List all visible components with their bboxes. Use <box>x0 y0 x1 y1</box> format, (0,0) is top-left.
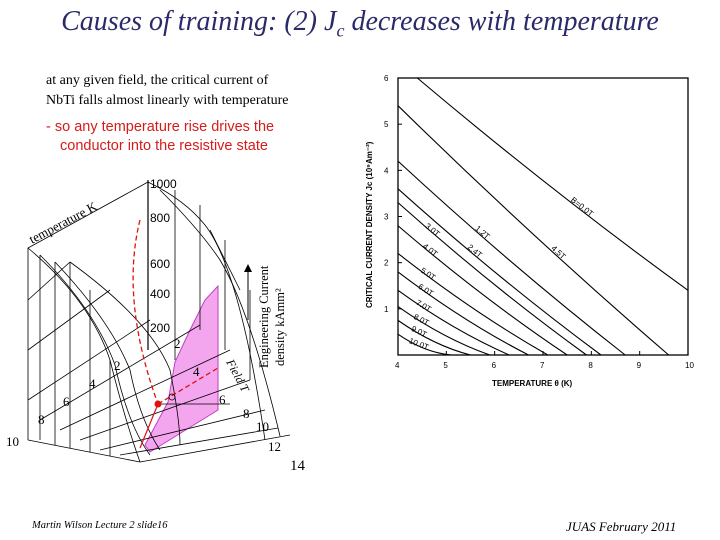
series-line-3 <box>397 188 602 356</box>
field-tick-10: 10 <box>256 419 269 434</box>
x-tick-label-5: 5 <box>443 361 448 370</box>
x-tick-marks: 4 5 6 7 8 9 10 <box>395 351 694 370</box>
red-guide-lines <box>132 219 219 405</box>
current-tick-400: 400 <box>150 287 170 301</box>
title-subscript: c <box>336 20 345 41</box>
intersection-line <box>139 403 159 449</box>
series-label-7: 6.0T <box>417 282 435 298</box>
series-line-11 <box>397 333 452 356</box>
consequence-note: - so any temperature rise drives the con… <box>46 118 274 156</box>
plot-frame <box>397 77 689 356</box>
y-tick-label-4: 4 <box>384 166 389 175</box>
marker-circle <box>168 393 176 401</box>
current-tick-600: 600 <box>150 257 170 271</box>
temp-tick-8: 8 <box>38 412 45 427</box>
note-line-1: - so any temperature rise drives the <box>46 119 275 135</box>
field-tick-8: 8 <box>243 406 250 421</box>
series-label-5: 4.0T <box>421 242 439 259</box>
series-label-2: 1.2T <box>473 224 491 241</box>
series-line-7 <box>397 271 529 356</box>
temp-tick-2: 2 <box>114 358 121 373</box>
y-tick-label-6: 6 <box>384 74 389 83</box>
y-tick-label-5: 5 <box>384 120 389 129</box>
y-tick-marks: 1 2 3 4 5 6 <box>384 74 402 314</box>
x-tick-label-7: 7 <box>540 361 545 370</box>
title-suffix: decreases with temperature <box>344 6 659 37</box>
current-tick-200: 200 <box>150 321 170 335</box>
x-tick-label-4: 4 <box>395 361 400 370</box>
footer-author: Martin Wilson Lecture 2 slide16 <box>32 520 168 531</box>
series-line-0 <box>416 77 689 291</box>
series-line-4 <box>397 202 587 356</box>
y-tick-label-1: 1 <box>384 305 389 314</box>
series-label-4: 3.0T <box>423 221 441 238</box>
series-line-5 <box>397 225 568 356</box>
series-line-8 <box>397 289 510 356</box>
series-label-0: B=0.0T <box>569 195 595 218</box>
x-tick-label-9: 9 <box>637 361 642 370</box>
field-tick-12: 12 <box>268 439 281 454</box>
y-tick-label-3: 3 <box>384 213 389 222</box>
explanation-text: at any given field, the critical current… <box>46 71 289 111</box>
x-tick-label-6: 6 <box>492 361 497 370</box>
current-arrow-head <box>244 264 252 272</box>
field-tick-14: 14 <box>290 458 306 474</box>
field-tick-6: 6 <box>219 392 226 407</box>
footer-date: JUAS February 2011 <box>566 519 677 534</box>
series-line-9 <box>397 306 491 356</box>
current-tick-1000: 1000 <box>150 177 177 191</box>
current-axis-label-1: Engineering Current <box>257 265 271 368</box>
series-label-11: 10.0T <box>408 336 430 352</box>
series-label-1: 4.5T <box>550 244 568 262</box>
slide-title: Causes of training: (2) Jc decreases wit… <box>0 6 720 42</box>
series-labels: B=0.0T4.5T1.2T2.4T3.0T4.0T5.0T6.0T7.0T8.… <box>408 195 595 352</box>
note-line-2: conductor into the resistive state <box>60 138 268 154</box>
series-label-3: 2.4T <box>466 243 484 260</box>
temp-tick-4: 4 <box>89 376 96 391</box>
field-tick-4: 4 <box>193 364 200 379</box>
chart-y-axis-label: CRITICAL CURRENT DENSITY Jc (10⁹Am⁻²) <box>365 141 374 308</box>
explanation-line-2: NbTi falls almost linearly with temperat… <box>46 93 289 108</box>
x-tick-label-10: 10 <box>685 361 694 370</box>
temp-tick-10: 10 <box>6 434 19 449</box>
explanation-line-1: at any given field, the critical current… <box>46 73 269 88</box>
series-line-1 <box>397 105 670 356</box>
x-tick-label-8: 8 <box>588 361 593 370</box>
series-line-6 <box>397 253 549 356</box>
current-axis-label-2: density kAmm² <box>273 288 287 366</box>
y-tick-label-2: 2 <box>384 259 389 268</box>
series-line-2 <box>397 160 626 356</box>
field-tick-2: 2 <box>174 336 181 351</box>
chart-x-axis-label: TEMPERATURE θ (K) <box>492 379 573 388</box>
current-tick-800: 800 <box>150 211 170 225</box>
title-prefix: Causes of training: (2) J <box>61 6 337 37</box>
series-label-6: 5.0T <box>419 266 437 282</box>
temp-tick-6: 6 <box>63 394 70 409</box>
series-line-10 <box>397 319 471 356</box>
operating-point <box>154 400 162 408</box>
series-lines <box>397 77 689 356</box>
